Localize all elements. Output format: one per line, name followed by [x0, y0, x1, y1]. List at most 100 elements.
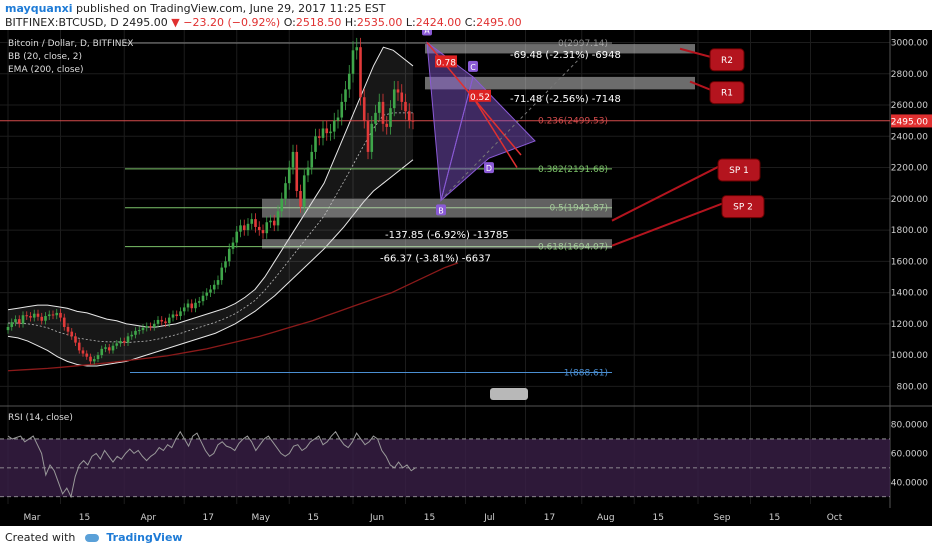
time-tick-label: Apr: [140, 513, 156, 523]
candle-body: [29, 316, 32, 318]
pattern-point-marker: [436, 204, 446, 216]
candle-body: [400, 92, 404, 102]
candle-body: [134, 330, 137, 335]
candle-body: [385, 123, 389, 127]
author-name[interactable]: mayquanxi: [5, 2, 73, 15]
flag-box: [709, 81, 745, 105]
candle-body: [40, 316, 44, 321]
ema-line: [7, 262, 459, 372]
header-bar: mayquanxi published on TradingView.com, …: [0, 0, 932, 30]
price-tick-label: 1800.00: [891, 226, 928, 236]
candle-body: [389, 108, 392, 127]
tradingview-brand[interactable]: TradingView: [106, 531, 183, 544]
candle-body: [269, 220, 272, 223]
flag-pointer: [611, 166, 719, 222]
harmonic-pattern: A B C D 0.78 0.52: [422, 30, 581, 216]
down-arrow-icon: ▼: [171, 16, 180, 29]
candle-body: [51, 314, 55, 316]
candle-body: [299, 190, 302, 207]
candle-body: [362, 97, 366, 121]
chart-canvas[interactable]: 0(2997.14) 0.236(2499.53) 0.382(2191.68) 0.…: [0, 30, 932, 526]
time-tick-label: 15: [79, 513, 90, 523]
flag-label: R1: [721, 89, 733, 99]
candle-body: [287, 167, 291, 184]
candle-body: [164, 321, 167, 324]
time-tick-label: May: [251, 513, 270, 523]
candle-body: [235, 231, 239, 243]
candle-body: [171, 314, 175, 318]
rsi-tick-label: 60.0000: [891, 449, 928, 459]
candle-body: [62, 317, 66, 327]
time-tick-label: 17: [544, 513, 555, 523]
candle-body: [156, 319, 160, 324]
candle-body: [55, 312, 59, 316]
ema200-line: [7, 262, 459, 372]
price-tick-label: 1400.00: [891, 289, 928, 299]
time-axis[interactable]: Mar 15 Apr 17 May 15 Jun 15 Jul 17 Aug 15 Sep 15 Oct: [24, 513, 843, 523]
candle-body: [182, 307, 186, 312]
candle-body: [332, 120, 336, 132]
fib-level-label: 0(2997.14): [558, 39, 608, 49]
symbol-label: BITFINEX:BTCUSD, D: [5, 16, 119, 29]
time-tick-label: 15: [308, 513, 319, 523]
candle-body: [336, 117, 340, 121]
candle-body: [212, 284, 216, 290]
price-tick-label: 2200.00: [891, 164, 928, 174]
fib-level-label: 1(888.61): [564, 369, 608, 379]
candle-body: [36, 313, 40, 317]
candle-body: [220, 267, 224, 281]
bb-lower-line: [7, 159, 414, 367]
pattern-point-label: D: [486, 164, 492, 173]
candle-body: [122, 341, 126, 343]
pattern-ratio-label: 0.52: [470, 93, 490, 103]
rsi-tick-label: 40.0000: [891, 478, 928, 488]
candle-body: [14, 319, 17, 323]
candle-body: [276, 211, 280, 226]
candle-body: [205, 292, 209, 296]
candle-body: [284, 183, 287, 199]
fib-level-label: 0.236(2499.53): [538, 117, 608, 127]
measurement-label: -137.85 (-6.92%) -13785: [385, 230, 509, 241]
high-value: 2535.00: [356, 16, 403, 29]
candle-body: [377, 101, 381, 113]
candle-body: [194, 302, 197, 309]
candle-body: [366, 120, 370, 152]
last-price-badge: [891, 114, 932, 128]
low-value: 2424.00: [415, 16, 462, 29]
chart-legend: Bitcoin / Dollar, D, BITFINEX BB (20, cl…: [8, 39, 133, 423]
time-tick-label: Jul: [483, 513, 495, 523]
candle-body: [340, 101, 344, 118]
pattern-triangle-bcd: [440, 75, 536, 202]
candle-body: [130, 334, 134, 337]
candlesticks: [6, 37, 415, 365]
candle-body: [392, 89, 396, 109]
tradingview-logo-icon: [84, 534, 99, 542]
candle-body: [70, 331, 74, 337]
flag-label: SP 2: [733, 203, 753, 213]
flag-pointer: [611, 202, 723, 247]
candle-body: [254, 219, 257, 227]
candle-body: [66, 326, 70, 332]
price-tick-label: 1600.00: [891, 257, 928, 267]
candle-body: [179, 311, 182, 317]
price-value: 2495.00: [122, 16, 168, 29]
idea-badges: [490, 388, 528, 400]
time-tick-label: Oct: [827, 513, 843, 523]
price-axis[interactable]: 800.00 1000.00 1200.00 1400.00 1600.00 1800.0…: [891, 39, 932, 489]
candle-body: [167, 317, 171, 324]
flag-label: R2: [721, 56, 733, 66]
ohlc-line: BITFINEX:BTCUSD, D 2495.00 ▼ −23.20 (−0.…: [5, 16, 522, 29]
candle-body: [111, 345, 115, 351]
pattern-point-label: A: [424, 30, 430, 36]
candle-body: [370, 123, 374, 152]
measurement-label: -66.37 (-3.81%) -6637: [380, 253, 491, 264]
candle-body: [396, 89, 400, 93]
fib-level-label: 0.382(2191.68): [538, 165, 608, 175]
pattern-ratio-label: 0.78: [436, 58, 456, 68]
close-value: 2495.00: [476, 16, 522, 29]
candle-body: [306, 167, 310, 176]
candle-body: [141, 327, 145, 331]
flag-box: [717, 158, 761, 182]
rsi-line: [7, 430, 416, 499]
price-tick-label: 1200.00: [891, 320, 928, 330]
